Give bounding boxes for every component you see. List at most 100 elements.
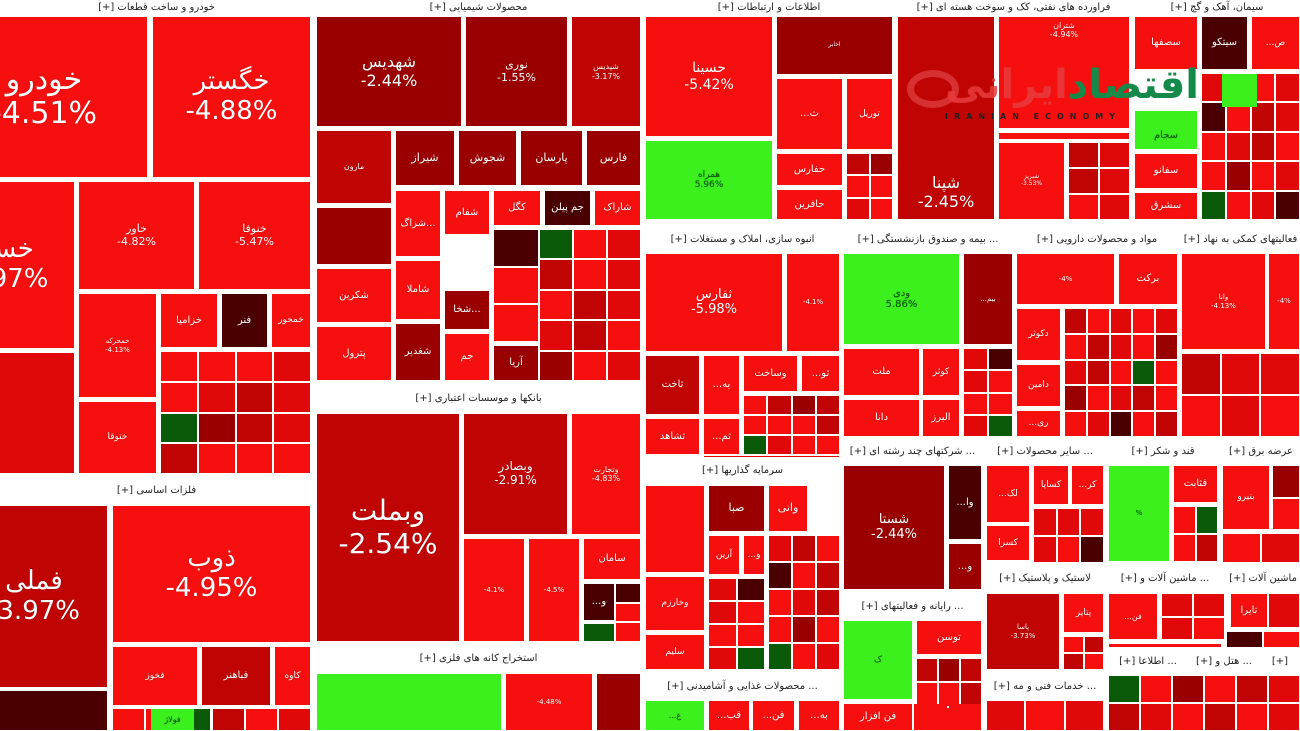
stock-tile[interactable]: البرز xyxy=(923,400,959,436)
minor-stock-tile[interactable] xyxy=(1227,632,1262,647)
minor-stock-tile[interactable] xyxy=(1109,676,1139,702)
minor-stock-tile[interactable] xyxy=(1202,74,1225,102)
minor-stock-tile[interactable] xyxy=(1262,534,1299,562)
minor-stock-tile[interactable] xyxy=(1276,162,1299,190)
stock-tile[interactable]: پاسا -3.73% xyxy=(987,594,1059,669)
stock-tile[interactable]: ...غ xyxy=(646,701,704,730)
stock-tile[interactable]: وانی xyxy=(769,486,807,531)
minor-stock-tile[interactable] xyxy=(737,602,764,623)
sector-header[interactable]: لاستیک و پلاستیک [+] xyxy=(986,567,1104,590)
minor-stock-tile[interactable] xyxy=(769,563,791,588)
minor-stock-tile[interactable] xyxy=(1065,360,1086,385)
stock-tile[interactable]: شزاگ... xyxy=(396,191,440,256)
minor-stock-tile[interactable] xyxy=(1276,103,1299,131)
stock-tile[interactable]: سلیم xyxy=(646,635,704,669)
minor-stock-tile[interactable] xyxy=(1110,360,1132,385)
stock-tile[interactable]: صبا xyxy=(709,486,764,531)
minor-stock-tile[interactable] xyxy=(1251,74,1275,102)
minor-stock-tile[interactable] xyxy=(817,563,839,588)
stock-tile[interactable]: شخا... xyxy=(445,291,489,329)
stock-tile[interactable]: ...ثم xyxy=(704,419,739,454)
stock-tile[interactable]: ...ث xyxy=(777,79,842,149)
stock-tile[interactable]: ...ص xyxy=(1252,17,1299,69)
minor-stock-tile[interactable] xyxy=(1162,617,1192,639)
stock-tile[interactable]: فنر xyxy=(222,294,267,347)
sector-header[interactable]: ماشین آلات [+] xyxy=(1226,567,1300,590)
minor-stock-tile[interactable] xyxy=(608,290,640,320)
minor-stock-tile[interactable] xyxy=(1237,676,1267,702)
minor-stock-tile[interactable] xyxy=(1069,195,1098,219)
stock-tile[interactable]: حسینا -5.42% xyxy=(646,17,772,136)
stock-tile[interactable]: ...فن xyxy=(753,701,794,730)
minor-stock-tile[interactable] xyxy=(1026,701,1064,730)
stock-tile[interactable]: شپدیس -3.17% xyxy=(572,17,640,126)
stock-tile[interactable]: ...ری xyxy=(1017,411,1060,436)
stock-tile[interactable]: مارون xyxy=(317,131,391,203)
minor-stock-tile[interactable] xyxy=(744,436,767,454)
minor-stock-tile[interactable] xyxy=(616,623,640,641)
minor-stock-tile[interactable] xyxy=(1133,360,1155,385)
minor-stock-tile[interactable] xyxy=(1202,191,1225,219)
minor-stock-tile[interactable] xyxy=(914,704,947,730)
sector-header[interactable]: ... محصولات غذایی و آشامیدنی [+] xyxy=(645,675,840,698)
minor-stock-tile[interactable] xyxy=(769,536,791,561)
minor-stock-tile[interactable] xyxy=(948,704,981,730)
minor-stock-tile[interactable] xyxy=(1065,412,1086,436)
minor-stock-tile[interactable] xyxy=(608,351,640,380)
minor-stock-tile[interactable] xyxy=(1156,386,1177,411)
minor-stock-tile[interactable] xyxy=(574,230,606,259)
minor-stock-tile[interactable] xyxy=(1084,654,1103,669)
minor-stock-tile[interactable] xyxy=(987,701,1025,730)
sector-header[interactable]: مواد و محصولات دارویی [+] xyxy=(1016,228,1178,251)
minor-stock-tile[interactable] xyxy=(1057,536,1080,562)
minor-stock-tile[interactable] xyxy=(1100,143,1129,167)
minor-stock-tile[interactable] xyxy=(989,349,1012,370)
stock-tile[interactable]: اخابر xyxy=(777,17,892,74)
minor-stock-tile[interactable] xyxy=(274,444,310,473)
minor-stock-tile[interactable] xyxy=(236,413,273,443)
minor-stock-tile[interactable] xyxy=(1110,334,1132,359)
minor-stock-tile[interactable] xyxy=(1276,191,1299,219)
minor-stock-tile[interactable] xyxy=(1065,386,1086,411)
minor-stock-tile[interactable] xyxy=(608,230,640,259)
minor-stock-tile[interactable] xyxy=(1110,412,1132,436)
stock-tile[interactable]: فولاژ xyxy=(151,709,194,730)
minor-stock-tile[interactable] xyxy=(793,563,815,588)
minor-stock-tile[interactable] xyxy=(212,709,244,730)
minor-stock-tile[interactable] xyxy=(540,351,572,380)
minor-stock-tile[interactable] xyxy=(245,709,277,730)
minor-stock-tile[interactable] xyxy=(1273,466,1299,497)
minor-stock-tile[interactable] xyxy=(494,230,538,266)
stock-tile[interactable]: ...به xyxy=(704,356,739,414)
stock-tile[interactable]: فباهنر xyxy=(202,647,270,705)
minor-stock-tile[interactable] xyxy=(989,393,1012,414)
minor-stock-tile[interactable] xyxy=(737,579,764,600)
stock-tile[interactable]: خساپا-4.97% xyxy=(0,182,74,348)
stock-tile[interactable]: قثابت xyxy=(1174,466,1217,502)
stock-tile[interactable]: وبملت -2.54% xyxy=(317,414,459,641)
stock-tile[interactable]: جم xyxy=(445,334,489,380)
stock-tile[interactable]: خمحور xyxy=(272,294,310,347)
sector-header[interactable]: فراورده های نفتی، کک و سوخت هسته ای [+] xyxy=(897,0,1130,14)
minor-stock-tile[interactable] xyxy=(1276,132,1299,161)
minor-stock-tile[interactable] xyxy=(768,436,791,454)
stock-tile[interactable]: شهدیس -2.44% xyxy=(317,17,461,126)
minor-stock-tile[interactable] xyxy=(161,413,197,443)
minor-stock-tile[interactable] xyxy=(1087,334,1109,359)
minor-stock-tile[interactable] xyxy=(1205,676,1235,702)
minor-stock-tile[interactable] xyxy=(540,260,572,289)
minor-stock-tile[interactable] xyxy=(1087,360,1109,385)
minor-stock-tile[interactable] xyxy=(274,413,310,443)
stock-tile[interactable]: خاور -4.82% xyxy=(79,182,194,289)
minor-stock-tile[interactable] xyxy=(709,648,736,669)
stock-tile[interactable]: کاوه xyxy=(275,647,310,705)
minor-stock-tile[interactable] xyxy=(1269,704,1299,730)
minor-stock-tile[interactable] xyxy=(1221,396,1260,436)
minor-stock-tile[interactable] xyxy=(274,352,310,381)
stock-tile[interactable]: کسرا xyxy=(987,526,1029,560)
minor-stock-tile[interactable] xyxy=(1064,654,1083,669)
stock-tile[interactable]: شکربن xyxy=(317,269,391,322)
minor-stock-tile[interactable] xyxy=(1100,195,1129,219)
stock-tile[interactable]: پتایر xyxy=(1064,594,1103,632)
minor-stock-tile[interactable] xyxy=(608,260,640,289)
